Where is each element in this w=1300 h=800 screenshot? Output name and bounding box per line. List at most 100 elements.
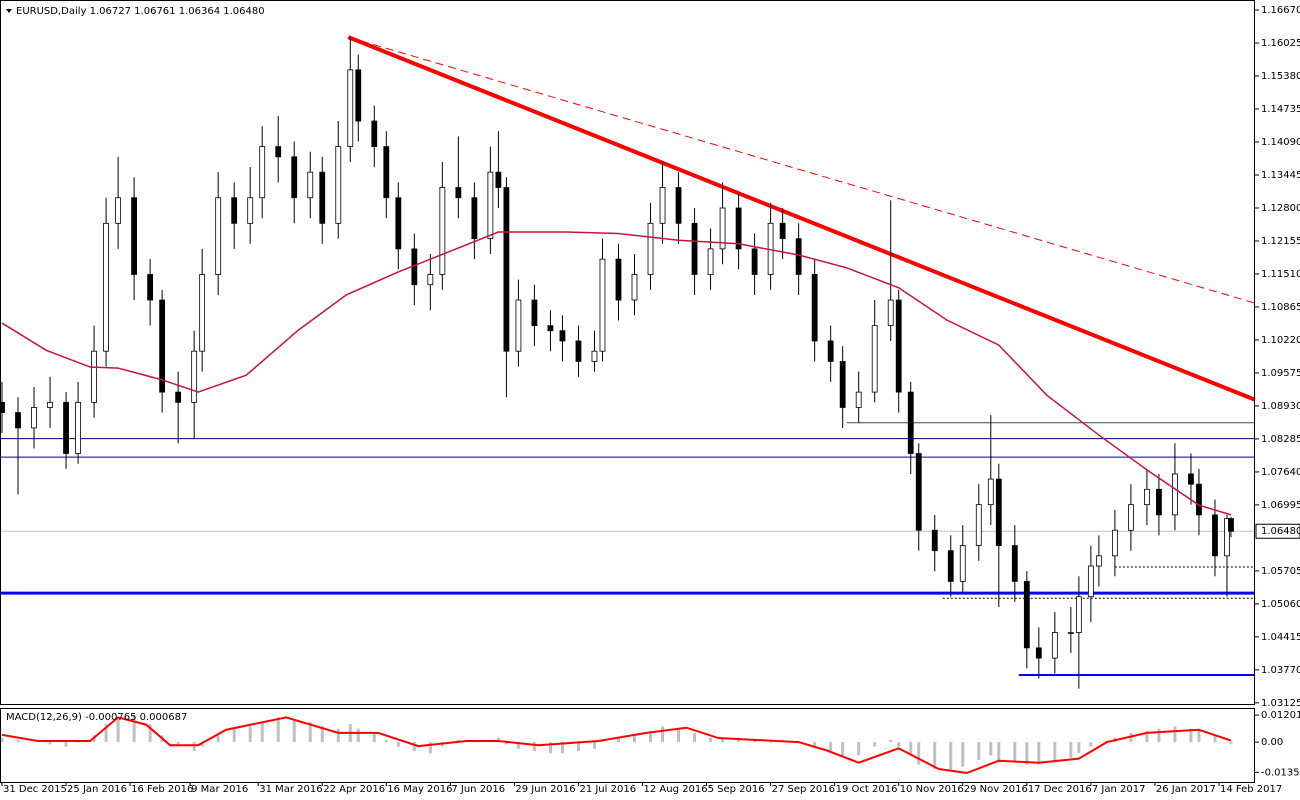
y-tick-label: 1.08285 — [1261, 434, 1300, 445]
x-tick-label: 31 Dec 2015 — [3, 784, 67, 795]
macd-bar — [248, 726, 252, 743]
candle-body — [615, 258, 622, 301]
candle-body — [383, 146, 390, 199]
y-tick-label: 1.12155 — [1261, 236, 1300, 247]
macd-bar — [1129, 733, 1133, 743]
y-tick-label: 1.16670 — [1261, 5, 1300, 16]
y-tick-label: 1.03770 — [1261, 665, 1300, 676]
macd-bar — [1069, 742, 1073, 758]
macd-y-tick-label: 0.012013 — [1261, 710, 1300, 721]
candle-body — [131, 197, 138, 275]
macd-bar — [1053, 742, 1057, 763]
macd-bar — [997, 742, 1001, 761]
candle-body — [355, 69, 362, 122]
candle-body — [307, 171, 314, 199]
trendline — [348, 36, 1256, 304]
candle-body — [503, 187, 510, 352]
y-tick-label: 1.10220 — [1261, 335, 1300, 346]
chart-title: EURUSD,Daily — [16, 6, 87, 17]
candle-body — [215, 197, 222, 275]
last-close: 1.06480 — [223, 6, 264, 17]
candle-body — [1172, 473, 1178, 516]
macd-bar — [1097, 742, 1101, 743]
y-tick-label: 1.03125 — [1261, 698, 1300, 709]
x-tick-label: 25 Jan 2016 — [67, 784, 127, 795]
last-open: 1.06727 — [90, 6, 131, 17]
macd-bar — [496, 737, 500, 743]
macd-signal — [1, 716, 1232, 775]
macd-bar — [949, 742, 953, 772]
macd-bar — [897, 742, 901, 747]
y-tick-label: 1.04415 — [1261, 632, 1300, 643]
x-tick-label: 7 Jun 2016 — [451, 784, 505, 795]
macd-bar — [841, 742, 845, 756]
last-high: 1.06761 — [134, 6, 175, 17]
macd-bar — [76, 742, 80, 743]
macd-frame — [0, 708, 1255, 783]
candle-body — [895, 299, 902, 393]
candle-body — [103, 222, 109, 352]
candle-body — [987, 478, 994, 506]
candle-body — [907, 391, 914, 454]
candle-body — [259, 146, 266, 199]
macd-bar — [560, 742, 564, 754]
macd-bar — [428, 742, 432, 754]
macd-bar — [412, 742, 416, 752]
y-tick-label: 1.10865 — [1261, 302, 1300, 313]
y-tick-label: 1.13445 — [1261, 170, 1300, 181]
macd-bar — [504, 742, 508, 745]
candle-body — [1144, 488, 1150, 506]
trendline — [347, 35, 1256, 402]
macd-bar — [693, 733, 697, 743]
macd-y-tick-label: -0.013513 — [1261, 767, 1300, 778]
macd-bar — [276, 717, 280, 743]
x-tick-label: 5 Sep 2016 — [708, 784, 765, 795]
macd-bar — [1077, 742, 1081, 754]
macd-bar — [132, 715, 136, 743]
x-tick-label: 21 Jul 2016 — [579, 784, 636, 795]
candle-body — [427, 274, 434, 286]
x-tick-label: 17 Dec 2016 — [1028, 784, 1092, 795]
candle-body — [735, 207, 742, 250]
candle-body — [1035, 647, 1042, 659]
candle-body — [1095, 555, 1102, 567]
macd-bar — [977, 742, 981, 761]
macd-bar — [116, 717, 120, 743]
macd-bar — [649, 730, 653, 743]
price-frame — [0, 0, 1255, 705]
macd-bar — [989, 742, 993, 756]
macd-bar — [336, 728, 340, 743]
macd-bar — [532, 742, 536, 752]
candle-body — [75, 401, 81, 454]
macd-bar — [260, 721, 264, 743]
candle-body — [63, 401, 69, 454]
x-tick-label: 16 May 2016 — [387, 784, 452, 795]
candle-body — [1111, 529, 1118, 557]
x-tick-label: 7 Jan 2017 — [1092, 784, 1146, 795]
candle-body — [495, 171, 502, 188]
candle-body — [855, 391, 862, 408]
macd-bar — [961, 742, 965, 767]
candle-body — [871, 325, 878, 393]
candle-body — [959, 545, 966, 582]
macd-bar — [829, 742, 833, 752]
x-tick-label: 29 Jun 2016 — [515, 784, 575, 795]
x-tick-label: 26 Jan 2017 — [1156, 784, 1216, 795]
candle-body — [159, 299, 166, 393]
macd-bar — [64, 742, 68, 747]
candle-body — [931, 529, 938, 552]
menu-arrow[interactable] — [6, 9, 12, 13]
candle-body — [599, 258, 606, 352]
candle-body — [231, 197, 238, 224]
candle-body — [795, 238, 802, 275]
candle-body — [947, 550, 954, 582]
candle-body — [559, 330, 566, 342]
candle-body — [887, 299, 894, 327]
candle-body — [395, 197, 402, 250]
macd-bar — [372, 733, 376, 743]
y-tick-label: 1.14090 — [1261, 137, 1300, 148]
macd-bar — [200, 742, 204, 747]
x-tick-label: 9 Mar 2016 — [191, 784, 248, 795]
candle-body — [1224, 518, 1230, 557]
